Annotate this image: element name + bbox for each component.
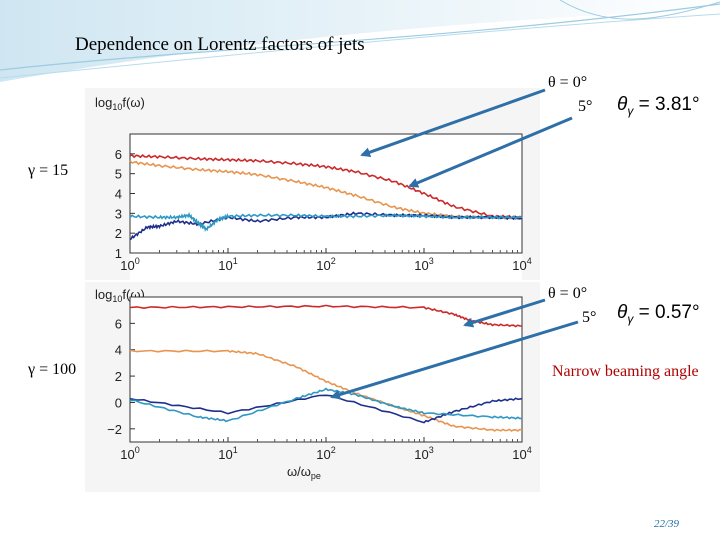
y-tick-label: 5 (115, 167, 122, 182)
plot-frame (129, 133, 523, 254)
y-tick-label: 2 (115, 369, 122, 384)
series-line-3 (129, 394, 523, 424)
beaming-angle-15: θγ = 3.81° (617, 94, 700, 118)
y-axis-label: log10f(ω) (95, 95, 145, 112)
gamma-15-label: γ = 15 (28, 162, 69, 179)
slide-title: Dependence on Lorentz factors of jets (75, 34, 365, 55)
gamma-100-label: γ = 100 (28, 361, 77, 378)
y-tick-label: 6 (115, 316, 122, 331)
y-tick-label: 4 (115, 187, 122, 202)
y-tick-label: 4 (115, 343, 122, 358)
theta-0-label-2: θ = 0° (548, 285, 588, 302)
series-line-1 (129, 154, 523, 220)
y-tick-label: 3 (115, 206, 122, 221)
y-tick-label: 0 (115, 395, 122, 410)
theta-5-label: 5° (578, 98, 593, 115)
y-tick-label: 6 (115, 147, 122, 162)
y-tick-label: −2 (107, 422, 122, 437)
beaming-angle-100: θγ = 0.57° (617, 302, 700, 326)
theta-5-label-2: 5° (582, 309, 597, 326)
plot-frame (129, 296, 523, 443)
theta-0-label: θ = 0° (548, 74, 588, 91)
narrow-beaming-note: Narrow beaming angle (552, 363, 699, 380)
page-number: 22/39 (654, 518, 680, 530)
slide-header-decoration (0, 0, 720, 82)
y-tick-label: 2 (115, 226, 122, 241)
y-tick-label: 1 (115, 246, 122, 261)
series-line-3 (129, 211, 523, 241)
series-line-4 (129, 211, 523, 233)
